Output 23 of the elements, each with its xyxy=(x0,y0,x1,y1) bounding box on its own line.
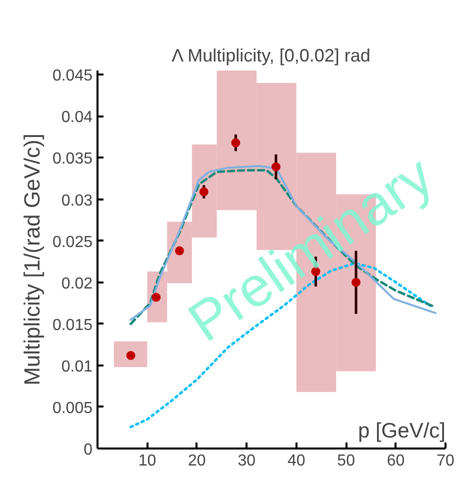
y-tick-label: 0.005 xyxy=(52,400,93,417)
y-tick-label: 0 xyxy=(84,442,93,458)
y-tick-label: 0.01 xyxy=(61,358,93,376)
y-tick-label: 0.04 xyxy=(61,109,93,126)
point xyxy=(231,138,240,148)
x-tick-label: 30 xyxy=(238,452,256,470)
y-tick-label: 0.025 xyxy=(52,234,93,251)
x-tick-label: 50 xyxy=(337,452,356,470)
y-tick-label: 0.02 xyxy=(61,275,93,292)
y-axis-title: Multiplicity [1/(rad GeV/c)] xyxy=(19,134,44,386)
x-tick-label: 20 xyxy=(188,452,206,470)
y-tick-label: 0.035 xyxy=(52,150,93,168)
y-tick-label: 0.015 xyxy=(52,316,93,334)
x-tick-label: 10 xyxy=(138,452,156,470)
x-tick-label: 60 xyxy=(386,452,405,470)
point xyxy=(175,246,184,256)
chart-title: Λ Multiplicity, [0,0.02] rad xyxy=(172,46,370,66)
x-axis-title: p [GeV/c] xyxy=(358,420,446,442)
y-tick-label: 0.045 xyxy=(52,68,93,85)
point xyxy=(152,292,161,302)
x-tick-label: 40 xyxy=(287,452,306,470)
x-tick-label: 70 xyxy=(436,452,454,470)
y-tick-label: 0.03 xyxy=(61,192,93,210)
